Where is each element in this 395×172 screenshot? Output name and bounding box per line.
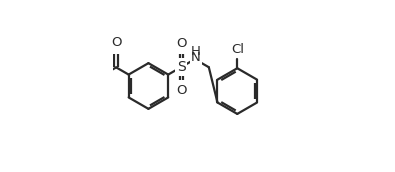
Text: H: H — [191, 45, 201, 58]
Text: O: O — [111, 36, 121, 49]
Text: N: N — [191, 51, 201, 64]
Text: S: S — [177, 60, 186, 74]
Text: O: O — [176, 36, 187, 50]
Text: O: O — [176, 84, 187, 97]
Text: Cl: Cl — [231, 42, 244, 56]
